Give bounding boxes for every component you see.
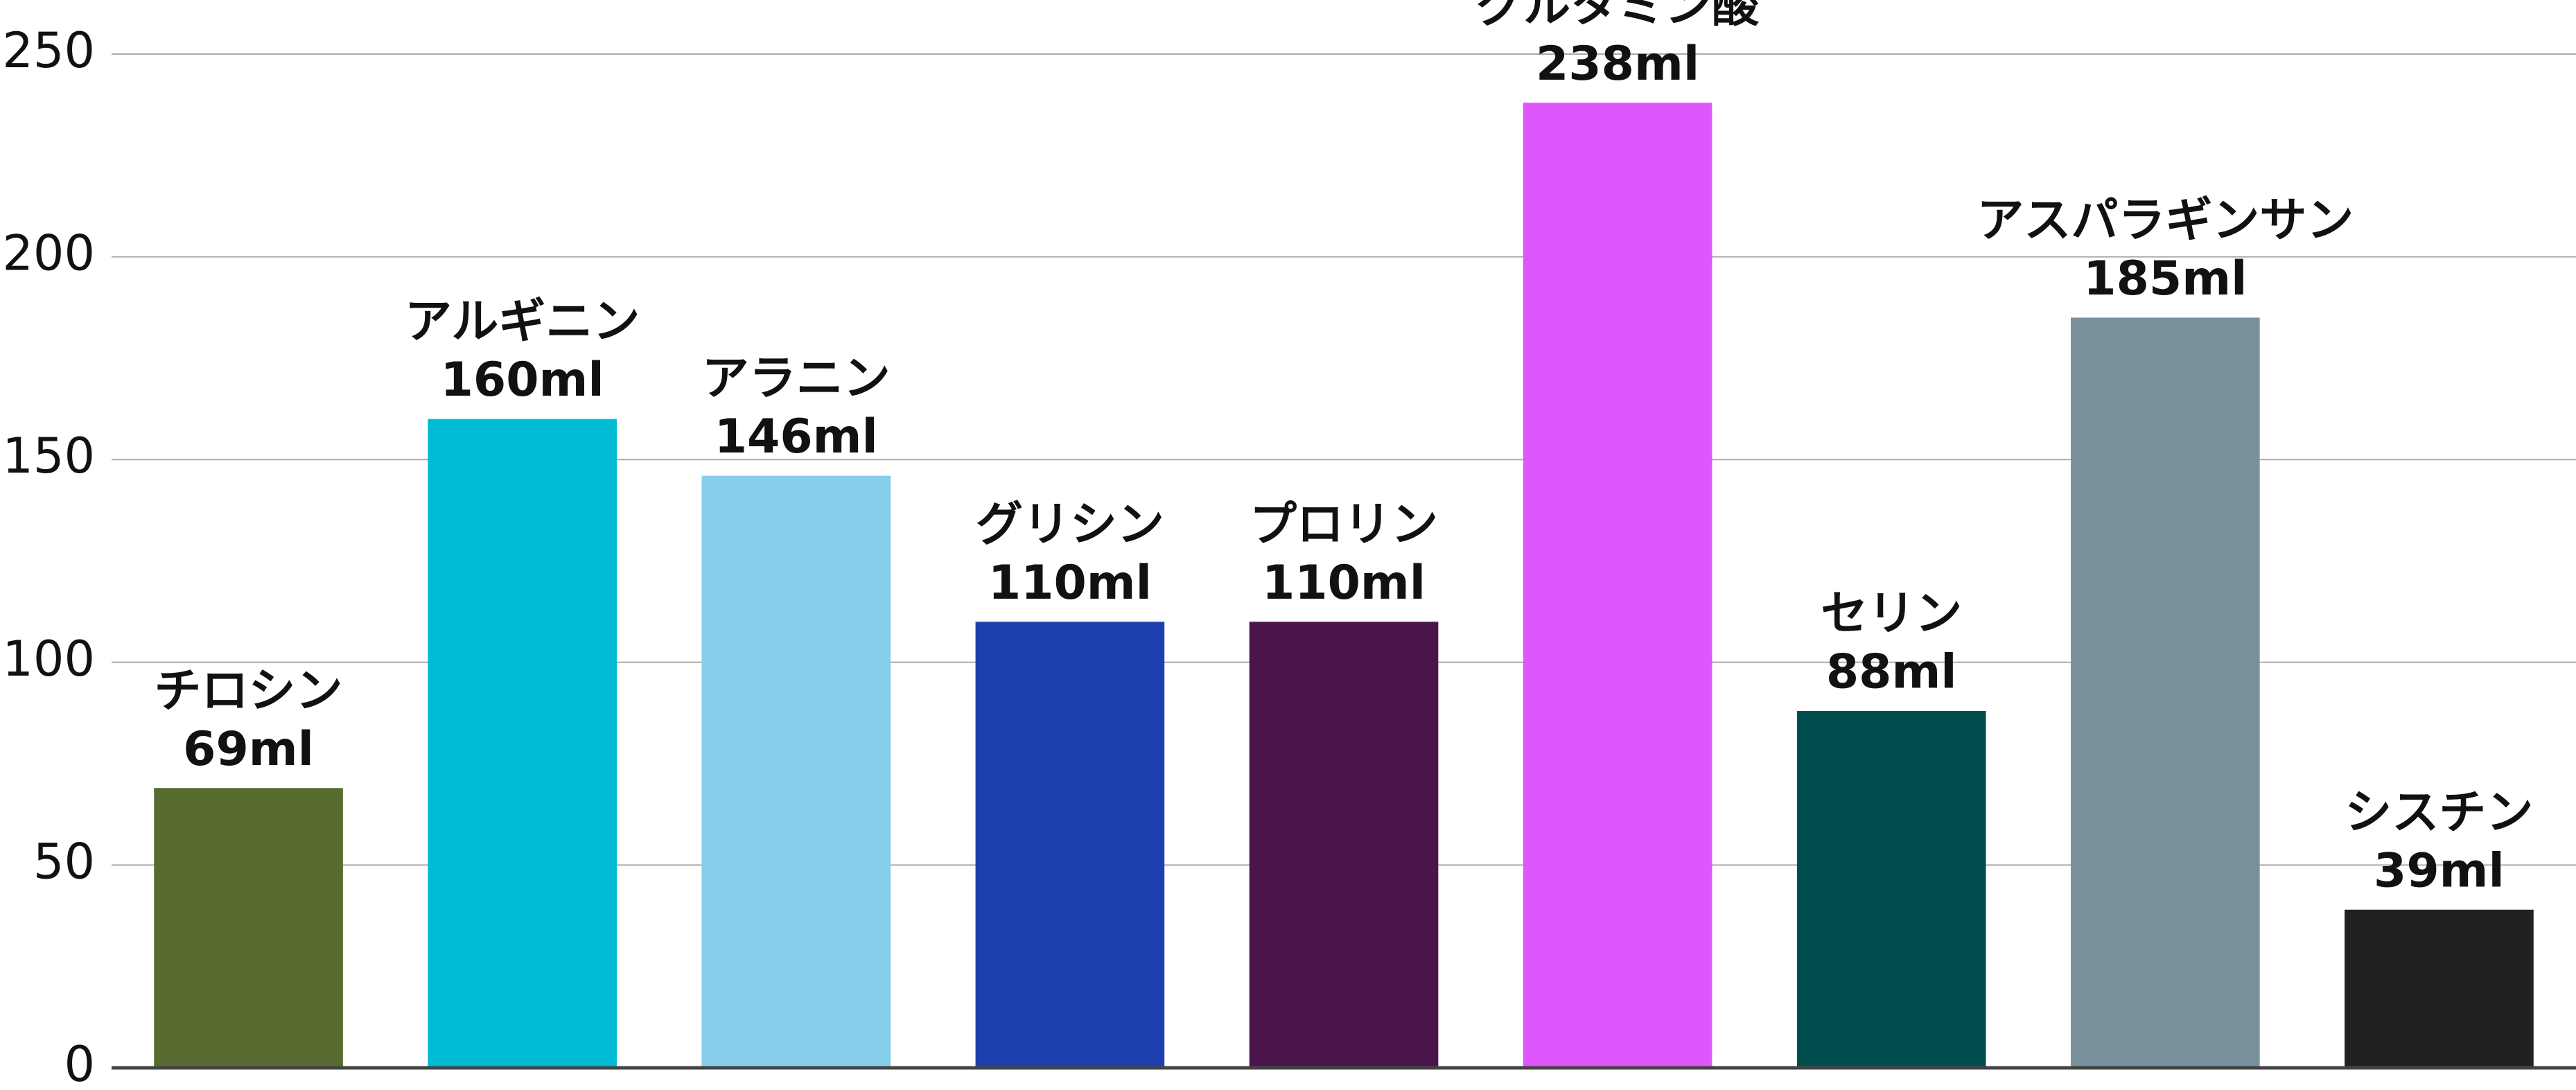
- bar: [1523, 103, 1712, 1068]
- value-label: 185ml: [2083, 252, 2247, 306]
- category-label: アルギニン: [405, 295, 640, 349]
- value-label: 146ml: [715, 410, 878, 464]
- bar: [2071, 317, 2260, 1068]
- category-label: グリシン: [976, 498, 1164, 552]
- value-label: 88ml: [1826, 645, 1957, 700]
- category-label: シスチン: [2345, 785, 2533, 840]
- value-label: 110ml: [1262, 556, 1426, 610]
- y-tick-label: 250: [2, 22, 95, 79]
- category-label: アラニン: [702, 351, 891, 406]
- y-tick-label: 50: [33, 833, 95, 890]
- category-label: チロシン: [155, 664, 343, 719]
- category-label: アスパラギンサン: [1977, 193, 2354, 248]
- value-label: 160ml: [441, 353, 604, 407]
- y-tick-label: 0: [64, 1036, 95, 1090]
- value-label: 238ml: [1536, 37, 1699, 91]
- value-label: 39ml: [2374, 843, 2505, 898]
- category-label: セリン: [1821, 587, 1962, 642]
- bar: [154, 788, 343, 1068]
- y-tick-label: 100: [2, 631, 95, 687]
- bar: [1796, 711, 1986, 1068]
- bar: [701, 475, 891, 1068]
- bar: [428, 419, 617, 1068]
- bar: [2345, 909, 2534, 1068]
- category-label: グルタミン酸: [1476, 0, 1760, 33]
- value-label: 110ml: [988, 556, 1152, 610]
- y-tick-label: 200: [2, 225, 95, 282]
- value-label: 69ml: [183, 722, 314, 777]
- category-label: プロリン: [1250, 498, 1438, 552]
- bar: [975, 622, 1165, 1068]
- y-tick-label: 150: [2, 428, 95, 484]
- bar: [1249, 622, 1439, 1068]
